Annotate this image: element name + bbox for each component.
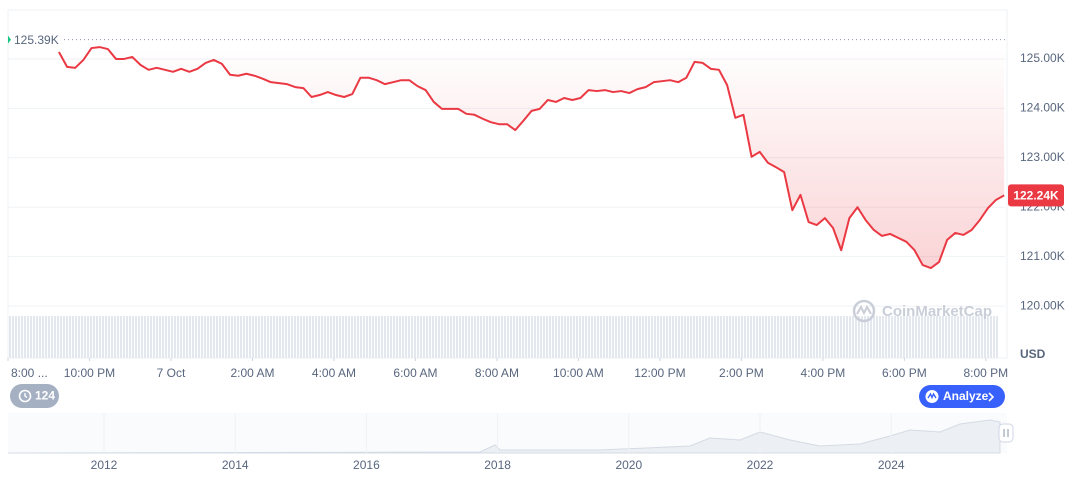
- high-label: 125.39K: [14, 33, 59, 47]
- navigator-year: 2012: [91, 458, 118, 472]
- history-button[interactable]: 124: [10, 384, 59, 408]
- x-tick-label: 6:00 AM: [393, 366, 437, 380]
- navigator-year: 2022: [747, 458, 774, 472]
- price-line: [58, 46, 1005, 270]
- navigator-year: 2020: [615, 458, 642, 472]
- x-tick-label: 2:00 AM: [230, 366, 274, 380]
- analyze-label: Analyze: [943, 389, 989, 403]
- high-marker: [8, 35, 11, 44]
- x-tick-label: 8:00 PM: [963, 366, 1008, 380]
- y-tick-label: 121.00K: [1020, 249, 1065, 263]
- y-tick-label: 125.00K: [1020, 51, 1065, 65]
- x-tick-label: 8:00 AM: [475, 366, 519, 380]
- x-tick-label: 2:00 PM: [719, 366, 764, 380]
- navigator-year: 2024: [878, 458, 905, 472]
- current-price-badge: [1008, 184, 1064, 207]
- current-price-label: 122.24K: [1013, 189, 1059, 203]
- analyze-button[interactable]: Analyze: [919, 385, 1005, 408]
- watermark: CoinMarketCap: [852, 299, 992, 323]
- x-tick-label: 6:00 PM: [882, 366, 927, 380]
- y-tick-label: 124.00K: [1020, 101, 1065, 115]
- y-unit: USD: [1020, 347, 1046, 361]
- x-tick-label: 10:00 AM: [553, 366, 604, 380]
- x-tick-label: 7 Oct: [157, 366, 186, 380]
- navigator-year: 2018: [484, 458, 511, 472]
- volume-area: [8, 316, 998, 358]
- x-tick-label: 4:00 PM: [801, 366, 846, 380]
- history-count: 124: [35, 389, 55, 403]
- x-tick-label: 12:00 PM: [634, 366, 685, 380]
- area-fill: [58, 47, 1005, 269]
- navigator-handle[interactable]: [998, 423, 1014, 443]
- y-tick-label: 123.00K: [1020, 150, 1065, 164]
- navigator-year: 2014: [222, 458, 249, 472]
- high-label-bg: [12, 31, 62, 48]
- x-tick-label: 10:00 PM: [64, 366, 115, 380]
- navigator-year: 2016: [353, 458, 380, 472]
- x-tick-label: 8:00 ...: [11, 366, 48, 380]
- x-tick-label: 4:00 AM: [312, 366, 356, 380]
- y-tick-label: 120.00K: [1020, 298, 1065, 312]
- watermark-text: CoinMarketCap: [882, 303, 992, 320]
- navigator-area: [7, 419, 1001, 454]
